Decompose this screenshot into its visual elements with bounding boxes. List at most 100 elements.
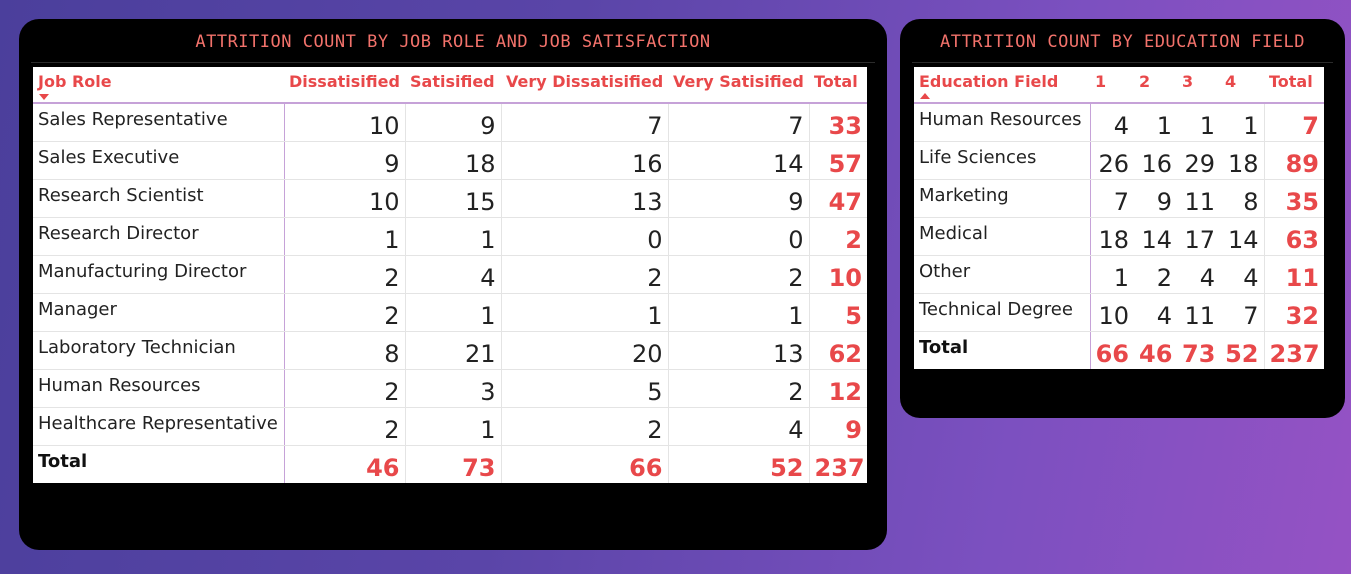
value-cell: 52	[668, 445, 810, 483]
row-label: Life Sciences	[914, 141, 1091, 180]
column-header-label: Job Role	[38, 72, 112, 91]
value-cell: 66	[501, 445, 669, 483]
job-role-attrition-panel: ATTRITION COUNT BY JOB ROLE AND JOB SATI…	[19, 19, 887, 550]
value-cell: 13	[501, 179, 669, 218]
value-cell: 2	[668, 369, 810, 408]
value-cell: 7	[1220, 293, 1265, 332]
value-cell: 7	[1090, 179, 1134, 218]
row-label: Human Resources	[914, 103, 1091, 142]
value-cell: 10	[1090, 293, 1134, 332]
column-header-2[interactable]: 2	[1134, 67, 1177, 104]
table-row: Sales Executive 9 18 16 14 57	[33, 141, 867, 180]
row-label: Research Scientist	[33, 179, 285, 218]
value-cell: 17	[1177, 217, 1220, 256]
column-header-total[interactable]: Total	[809, 67, 867, 104]
total-row: Total 46 73 66 52 237	[33, 445, 867, 483]
row-label: Human Resources	[33, 369, 285, 408]
total-label: Total	[33, 445, 285, 483]
title-divider	[31, 62, 875, 63]
column-header-4[interactable]: 4	[1220, 67, 1264, 104]
row-label: Other	[914, 255, 1091, 294]
column-header-very-satisfied[interactable]: Very Satisified	[668, 67, 809, 104]
table-row: Manager 2 1 1 1 5	[33, 293, 867, 332]
row-total-cell: 33	[809, 103, 867, 142]
table-row: Life Sciences 26 16 29 18 89	[914, 141, 1324, 180]
value-cell: 0	[668, 217, 810, 256]
column-header-education-field[interactable]: Education Field	[914, 67, 1090, 104]
column-header-total[interactable]: Total	[1264, 67, 1324, 104]
row-label: Technical Degree	[914, 293, 1091, 332]
row-total-cell: 57	[809, 141, 867, 180]
value-cell: 18	[1220, 141, 1265, 180]
table-row: Marketing 7 9 11 8 35	[914, 179, 1324, 218]
row-total-cell: 5	[809, 293, 867, 332]
value-cell: 4	[1220, 255, 1265, 294]
value-cell: 11	[1177, 293, 1220, 332]
row-total-cell: 12	[809, 369, 867, 408]
value-cell: 14	[668, 141, 810, 180]
table-row: Human Resources 4 1 1 1 7	[914, 103, 1324, 142]
value-cell: 21	[405, 331, 502, 370]
value-cell: 2	[284, 293, 406, 332]
value-cell: 2	[668, 255, 810, 294]
column-header-label: Education Field	[919, 72, 1059, 91]
table-row: Manufacturing Director 2 4 2 2 10	[33, 255, 867, 294]
value-cell: 10	[284, 179, 406, 218]
row-total-cell: 7	[1264, 103, 1324, 142]
row-label: Manager	[33, 293, 285, 332]
column-header-1[interactable]: 1	[1090, 67, 1134, 104]
panel-title: ATTRITION COUNT BY EDUCATION FIELD	[940, 32, 1305, 52]
panel-title: ATTRITION COUNT BY JOB ROLE AND JOB SATI…	[195, 32, 711, 52]
table-row: Human Resources 2 3 5 2 12	[33, 369, 867, 408]
column-header-very-dissatisfied[interactable]: Very Dissatisified	[501, 67, 668, 104]
value-cell: 14	[1220, 217, 1265, 256]
value-cell: 73	[1182, 340, 1216, 368]
value-cell: 73	[405, 445, 502, 483]
sort-descending-icon	[39, 94, 49, 100]
value-cell: 2	[284, 407, 406, 446]
value-cell: 29	[1177, 141, 1220, 180]
value-cell: 2	[501, 255, 669, 294]
value-cell: 4	[1177, 255, 1220, 294]
row-label: Marketing	[914, 179, 1091, 218]
row-total-cell: 237	[1269, 340, 1320, 368]
value-cell: 7	[501, 103, 669, 142]
row-total-cell: 11	[1264, 255, 1324, 294]
value-cell: 11	[1177, 179, 1220, 218]
value-cell: 4	[1134, 293, 1177, 332]
row-label: Healthcare Representative	[33, 407, 285, 446]
row-total-cell: 237	[814, 454, 865, 482]
value-cell: 46	[284, 445, 406, 483]
column-header-satisfied[interactable]: Satisified	[405, 67, 501, 104]
value-cell: 1	[1090, 255, 1134, 294]
row-total-cell: 62	[809, 331, 867, 370]
row-total-cell: 35	[1264, 179, 1324, 218]
value-cell: 9	[668, 179, 810, 218]
value-cell: 1	[405, 293, 502, 332]
column-header-job-role[interactable]: Job Role	[33, 67, 284, 104]
value-cell: 18	[405, 141, 502, 180]
value-cell: 1	[1134, 103, 1177, 142]
column-header-dissatisfied[interactable]: Dissatisified	[284, 67, 405, 104]
value-cell: 9	[1134, 179, 1177, 218]
value-cell: 8	[1220, 179, 1265, 218]
value-cell: 2	[284, 255, 406, 294]
title-divider	[912, 62, 1333, 63]
column-header-3[interactable]: 3	[1177, 67, 1220, 104]
value-cell: 20	[501, 331, 669, 370]
value-cell: 13	[668, 331, 810, 370]
table-row: Healthcare Representative 2 1 2 4 9	[33, 407, 867, 446]
value-cell: 16	[501, 141, 669, 180]
value-cell: 0	[501, 217, 669, 256]
table-row: Medical 18 14 17 14 63	[914, 217, 1324, 256]
value-cell: 3	[405, 369, 502, 408]
header-row: Education Field 1 2 3 4 Total	[914, 67, 1324, 104]
value-cell: 1	[501, 293, 669, 332]
value-cell: 7	[668, 103, 810, 142]
value-cell: 1	[1177, 103, 1220, 142]
row-label: Medical	[914, 217, 1091, 256]
row-total-cell: 10	[809, 255, 867, 294]
row-total-cell: 32	[1264, 293, 1324, 332]
value-cell: 2	[1134, 255, 1177, 294]
value-cell: 52	[1220, 331, 1265, 369]
